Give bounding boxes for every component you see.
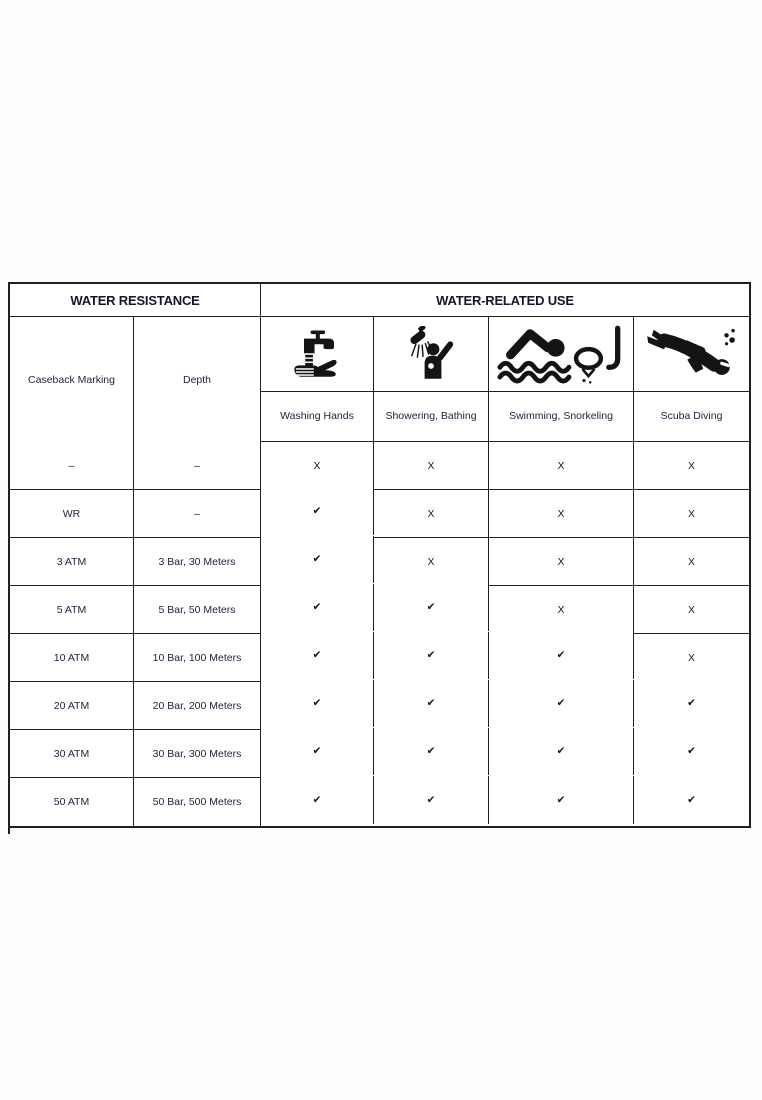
- caseback-marking-cell: 30 ATM: [10, 730, 134, 777]
- activity-labels-row: Washing Hands Showering, Bathing Swimmin…: [261, 392, 749, 441]
- depth-cell: –: [134, 490, 261, 537]
- caseback-marking-cell: 5 ATM: [10, 586, 134, 633]
- result-swimming: X: [489, 586, 634, 633]
- result-showering: ✔: [374, 776, 489, 824]
- result-scuba: X: [634, 490, 749, 537]
- result-scuba: ✔: [634, 680, 749, 727]
- result-swimming: ✔: [489, 776, 634, 824]
- swimming-snorkeling-header-cell: [489, 317, 634, 391]
- caseback-marking-cell: 10 ATM: [10, 634, 134, 681]
- result-showering: ✔: [374, 680, 489, 727]
- swimming-snorkeling-icon: [497, 325, 621, 384]
- table-row: 10 ATM 10 Bar, 100 Meters ✔ ✔ ✔ X: [10, 632, 749, 682]
- activity-icons-row: [261, 317, 749, 392]
- result-showering: X: [374, 538, 489, 585]
- result-washing-hands: ✔: [261, 584, 374, 631]
- result-scuba: X: [634, 586, 749, 633]
- table-row: – – X X X X: [10, 442, 749, 490]
- result-washing-hands: ✔: [261, 488, 374, 535]
- table-header-activities-row: Caseback Marking Depth: [10, 317, 749, 442]
- activities-header-block: Washing Hands Showering, Bathing Swimmin…: [261, 317, 749, 441]
- result-washing-hands: ✔: [261, 632, 374, 679]
- swimming-snorkeling-label: Swimming, Snorkeling: [489, 392, 634, 441]
- table-row: WR – ✔ X X X: [10, 488, 749, 538]
- caseback-marking-cell: 3 ATM: [10, 538, 134, 585]
- caseback-marking-cell: –: [10, 442, 134, 489]
- result-scuba: X: [634, 538, 749, 585]
- table-row: 3 ATM 3 Bar, 30 Meters ✔ X X X: [10, 536, 749, 586]
- depth-cell: 20 Bar, 200 Meters: [134, 682, 261, 729]
- result-swimming: ✔: [489, 728, 634, 775]
- depth-cell: 5 Bar, 50 Meters: [134, 586, 261, 633]
- result-showering: ✔: [374, 728, 489, 775]
- result-washing-hands: X: [261, 442, 374, 489]
- result-scuba: X: [634, 442, 749, 489]
- result-swimming: X: [489, 490, 634, 537]
- table-row: 5 ATM 5 Bar, 50 Meters ✔ ✔ X X: [10, 584, 749, 634]
- depth-cell: –: [134, 442, 261, 489]
- result-showering: X: [374, 442, 489, 489]
- table-row: 30 ATM 30 Bar, 300 Meters ✔ ✔ ✔ ✔: [10, 728, 749, 778]
- caseback-marking-cell: 50 ATM: [10, 778, 134, 826]
- result-washing-hands: ✔: [261, 680, 374, 727]
- result-scuba: ✔: [634, 776, 749, 824]
- result-showering: X: [374, 490, 489, 537]
- table-header-group-row: WATER RESISTANCE WATER-RELATED USE: [10, 284, 749, 317]
- table-row: 20 ATM 20 Bar, 200 Meters ✔ ✔ ✔ ✔: [10, 680, 749, 730]
- result-scuba: ✔: [634, 728, 749, 775]
- result-showering: ✔: [374, 632, 489, 679]
- caseback-marking-cell: WR: [10, 490, 134, 537]
- water-resistance-header: WATER RESISTANCE: [10, 284, 261, 316]
- scuba-diving-label: Scuba Diving: [634, 392, 749, 441]
- result-washing-hands: ✔: [261, 536, 374, 583]
- scuba-diving-icon: [646, 328, 735, 375]
- washing-hands-label: Washing Hands: [261, 392, 374, 441]
- result-scuba: X: [634, 634, 749, 681]
- depth-cell: 50 Bar, 500 Meters: [134, 778, 261, 826]
- water-related-use-header: WATER-RELATED USE: [261, 284, 749, 316]
- result-swimming: X: [489, 442, 634, 489]
- result-swimming: ✔: [489, 680, 634, 727]
- depth-cell: 10 Bar, 100 Meters: [134, 634, 261, 681]
- washing-hands-icon: [294, 330, 337, 377]
- result-washing-hands: ✔: [261, 776, 374, 824]
- showering-bathing-label: Showering, Bathing: [374, 392, 489, 441]
- table-row: 50 ATM 50 Bar, 500 Meters ✔ ✔ ✔ ✔: [10, 776, 749, 826]
- showering-header-cell: [374, 317, 489, 391]
- washing-hands-header-cell: [261, 317, 374, 391]
- scuba-diving-header-cell: [634, 317, 749, 391]
- showering-icon: [410, 326, 454, 379]
- caseback-marking-header: Caseback Marking: [10, 317, 134, 442]
- table-left-border-stub: [8, 824, 10, 834]
- water-resistance-table: WATER RESISTANCE WATER-RELATED USE Caseb…: [8, 282, 751, 828]
- depth-cell: 3 Bar, 30 Meters: [134, 538, 261, 585]
- result-washing-hands: ✔: [261, 728, 374, 775]
- result-swimming: ✔: [489, 632, 634, 679]
- depth-header: Depth: [134, 317, 261, 442]
- depth-cell: 30 Bar, 300 Meters: [134, 730, 261, 777]
- result-showering: ✔: [374, 584, 489, 631]
- result-swimming: X: [489, 538, 634, 585]
- caseback-marking-cell: 20 ATM: [10, 682, 134, 729]
